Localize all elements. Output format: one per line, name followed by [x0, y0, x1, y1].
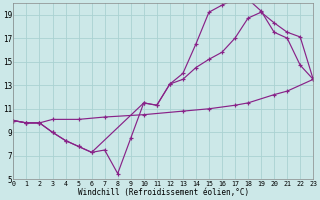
- X-axis label: Windchill (Refroidissement éolien,°C): Windchill (Refroidissement éolien,°C): [78, 188, 249, 197]
